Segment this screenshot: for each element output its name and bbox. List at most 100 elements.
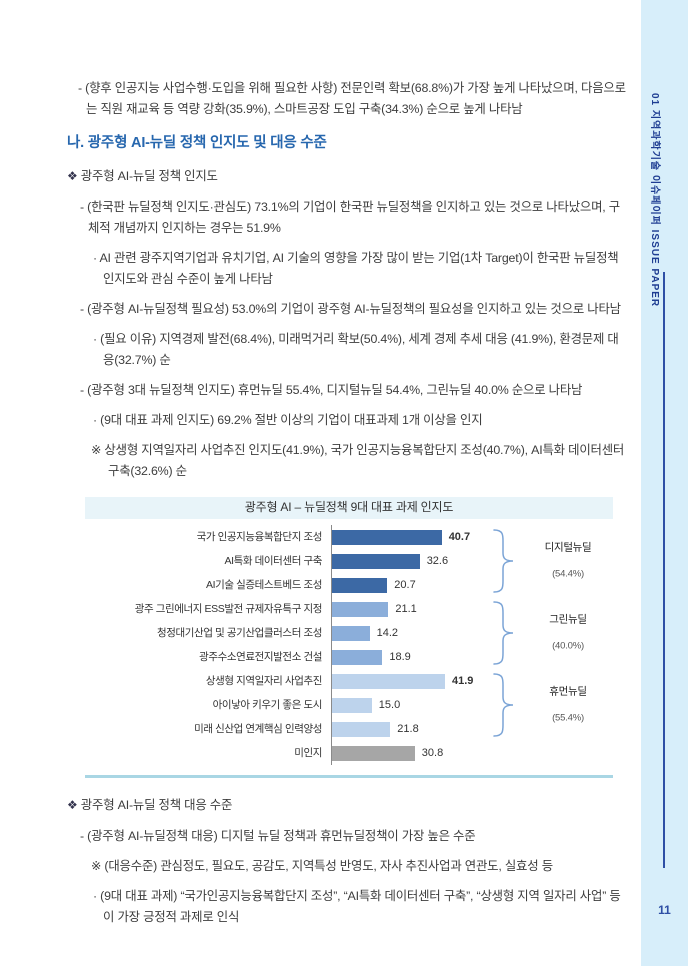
- brace-icon: [493, 529, 514, 593]
- chart-ninetasks-awareness: 광주형 AI – 뉴딜정책 9대 대표 과제 인지도 국가 인공지능융복합단지 …: [85, 497, 613, 778]
- chart-row: 청정대기산업 및 공기산업클러스터 조성 14.2: [85, 621, 613, 645]
- chart-bar-zone: 20.7: [331, 573, 613, 597]
- chart-bar: [331, 577, 388, 593]
- group-brace: [493, 673, 515, 737]
- chart-value-label: 21.8: [397, 722, 419, 735]
- chart-bar-zone: 18.9: [331, 645, 613, 669]
- bullet-marker: -: [78, 81, 82, 95]
- bullet-marker: -: [80, 302, 84, 316]
- chart-bar-zone: 30.8: [331, 741, 613, 765]
- chart-row: 광주수소연료전지발전소 건설 18.9: [85, 645, 613, 669]
- chart-category-label: 청정대기산업 및 공기산업클러스터 조성: [157, 626, 322, 639]
- bullet-marker: -: [80, 829, 84, 843]
- chart-bar-zone: 32.6: [331, 549, 613, 573]
- chart-bar-zone: 14.2: [331, 621, 613, 645]
- brace-icon: [493, 601, 514, 665]
- chart-bar: [331, 745, 415, 761]
- chart-row: 상생형 지역일자리 사업추진 41.9: [85, 669, 613, 693]
- chart-axis-line: [331, 525, 332, 765]
- sidebar-divider-line: [663, 272, 665, 868]
- chart-category-label: AI특화 데이터센터 구축: [224, 554, 323, 567]
- chart-category-label: 미래 신산업 연계핵심 인력양성: [194, 722, 322, 735]
- chart-bar: [331, 721, 391, 737]
- chart-value-label: 20.7: [394, 578, 416, 591]
- section-heading: 나. 광주형 AI-뉴딜 정책 인지도 및 대응 수준: [67, 135, 327, 151]
- text-block-diamond: ❖ 광주형 AI-뉴딜 정책 대응 수준: [67, 798, 233, 812]
- chart-category-label: AI기술 실증테스트베드 조성: [205, 578, 322, 591]
- chart-bar-zone: 41.9: [331, 669, 613, 693]
- bullet-marker: ·: [93, 889, 97, 903]
- chart-bar: [331, 673, 445, 689]
- group-label: 디지털뉴딜 (54.4%): [523, 538, 613, 585]
- bullet-marker: ❖: [67, 798, 78, 812]
- chart-row: 국가 인공지능융복합단지 조성 40.7: [85, 525, 613, 549]
- chart-bar-zone: 21.8: [331, 717, 613, 741]
- text-block-dash-top: - (향후 인공지능 사업수행·도입을 위해 필요한 사항) 전문인력 확보(6…: [78, 81, 626, 116]
- issue-paper-sidebar: 01 지역과학기술 이슈페이퍼 ISSUE PAPER 11: [641, 0, 688, 966]
- text-block-dash: - (광주형 AI-뉴딜정책 필요성) 53.0%의 기업이 광주형 AI-뉴딜…: [80, 302, 621, 316]
- chart-bar: [331, 553, 420, 569]
- chart-bar-zone: 15.0: [331, 693, 613, 717]
- chart-row: 미래 신산업 연계핵심 인력양성 21.8: [85, 717, 613, 741]
- chart-category-label: 광주수소연료전지발전소 건설: [199, 650, 322, 663]
- bullet-marker: ·: [93, 251, 97, 265]
- group-share: (55.4%): [552, 712, 584, 724]
- content-blocks: - (향후 인공지능 사업수행·도입을 위해 필요한 사항) 전문인력 확보(6…: [62, 78, 629, 928]
- chart-category-label: 광주 그린에너지 ESS발전 규제자유특구 지정: [134, 602, 323, 615]
- chart-rows: 국가 인공지능융복합단지 조성 40.7 AI특화 데이터센터 구축 32.6 AI기술…: [85, 519, 613, 775]
- chart-category-label: 상생형 지역일자리 사업추진: [205, 674, 323, 687]
- group-name: 그린뉴딜: [549, 613, 587, 626]
- bullet-marker: ※: [91, 443, 102, 457]
- text-block-dot: · (9대 대표 과제 인지도) 69.2% 절반 이상의 기업이 대표과제 1…: [93, 413, 483, 427]
- bullet-marker: ·: [93, 332, 97, 346]
- chart-bar: [331, 625, 370, 641]
- text-block-note: ※ 상생형 지역일자리 사업추진 인지도(41.9%), 국가 인공지능융복합단…: [91, 443, 625, 478]
- text-block-note: ※ (대응수준) 관심정도, 필요도, 공감도, 지역특성 반영도, 자사 추진…: [91, 859, 553, 873]
- chart-bar: [331, 601, 389, 617]
- group-brace: [493, 529, 515, 593]
- text-block-dash: - (한국판 뉴딜정책 인지도·관심도) 73.1%의 기업이 한국판 뉴딜정책…: [80, 200, 620, 235]
- bullet-marker: -: [80, 383, 84, 397]
- bullet-marker: -: [80, 200, 84, 214]
- bullet-marker: ·: [93, 413, 97, 427]
- bullet-marker: ❖: [67, 169, 78, 183]
- chart-value-label: 30.8: [421, 746, 444, 759]
- text-block-dot: · AI 관련 광주지역기업과 유치기업, AI 기술의 영향을 가장 많이 받…: [93, 251, 619, 286]
- chart-value-label: 40.7: [448, 530, 471, 543]
- chart-row: AI특화 데이터센터 구축 32.6: [85, 549, 613, 573]
- text-block-dash: - (광주형 3대 뉴딜정책 인지도) 휴먼뉴딜 55.4%, 디지털뉴딜 54…: [80, 383, 583, 397]
- group-brace: [493, 601, 515, 665]
- chart-bar: [331, 697, 372, 713]
- text-block-dash: - (광주형 AI-뉴딜정책 대응) 디지털 뉴딜 정책과 휴먼뉴딜정책이 가장…: [80, 829, 476, 843]
- page-number: 11: [658, 903, 671, 917]
- group-label: 휴먼뉴딜 (55.4%): [523, 682, 613, 729]
- document-content: - (향후 인공지능 사업수행·도입을 위해 필요한 사항) 전문인력 확보(6…: [62, 78, 629, 937]
- chart-bar-zone: 40.7: [331, 525, 613, 549]
- chart-row: AI기술 실증테스트베드 조성 20.7: [85, 573, 613, 597]
- group-share: (54.4%): [552, 568, 584, 580]
- chart-bar: [331, 649, 383, 665]
- group-label: 그린뉴딜 (40.0%): [523, 610, 613, 657]
- chart-category-label: 국가 인공지능융복합단지 조성: [196, 530, 323, 543]
- group-share: (40.0%): [552, 640, 584, 652]
- chart-value-label: 32.6: [426, 554, 449, 567]
- text-block-dot: · (필요 이유) 지역경제 발전(68.4%), 미래먹거리 확보(50.4%…: [93, 332, 619, 367]
- chart-category-label: 아이낳아 키우기 좋은 도시: [212, 698, 323, 711]
- group-name: 휴먼뉴딜: [549, 685, 587, 698]
- chart-bar-zone: 21.1: [331, 597, 613, 621]
- group-name: 디지털뉴딜: [544, 541, 592, 554]
- chart-value-label: 14.2: [376, 626, 399, 639]
- sidebar-vertical-title: 01 지역과학기술 이슈페이퍼 ISSUE PAPER: [649, 93, 660, 308]
- chart-category-label: 미인지: [294, 746, 322, 759]
- text-block-dot: · (9대 대표 과제) “국가인공지능융복합단지 조성”, “AI특화 데이터…: [93, 889, 621, 924]
- brace-icon: [493, 673, 514, 737]
- chart-bar: [331, 529, 442, 545]
- chart-row: 미인지 30.8: [85, 741, 613, 765]
- chart-title: 광주형 AI – 뉴딜정책 9대 대표 과제 인지도: [85, 497, 613, 519]
- chart-value-label: 15.0: [378, 698, 401, 711]
- text-block-diamond: ❖ 광주형 AI-뉴딜 정책 인지도: [67, 169, 218, 183]
- chart-value-label: 41.9: [452, 674, 474, 687]
- chart-value-label: 21.1: [395, 602, 417, 615]
- chart-row: 광주 그린에너지 ESS발전 규제자유특구 지정 21.1: [85, 597, 613, 621]
- bullet-marker: ※: [91, 859, 102, 873]
